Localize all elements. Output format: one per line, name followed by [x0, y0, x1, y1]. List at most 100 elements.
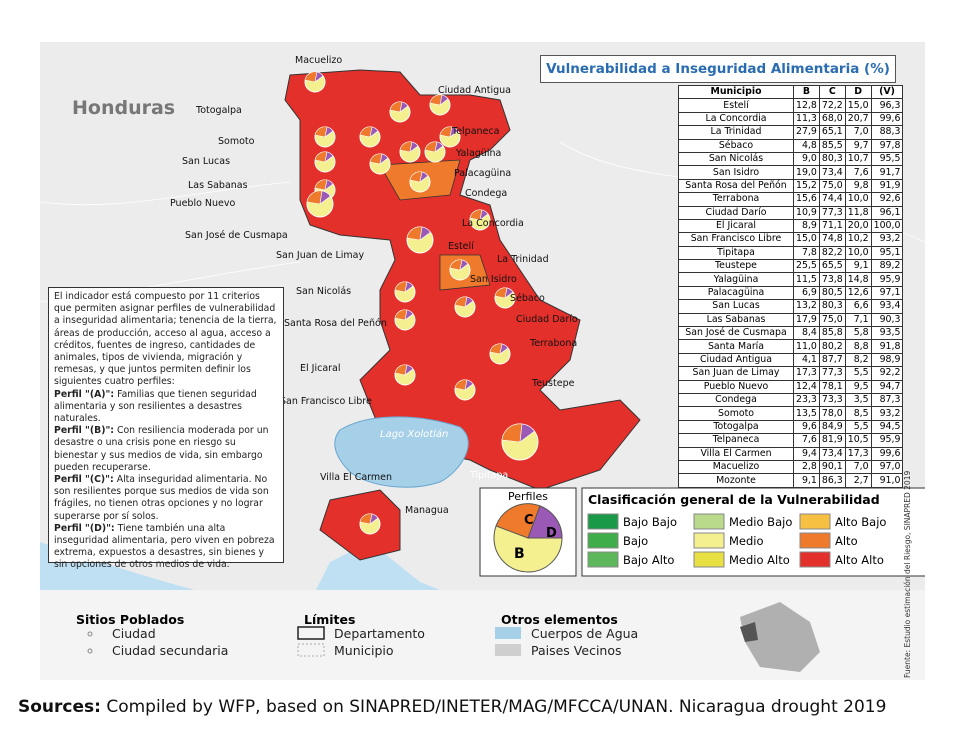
pie-slice: [319, 190, 331, 205]
legend-symbol: [297, 643, 325, 657]
legend-group-title: Sitios Poblados: [76, 612, 184, 627]
table-header-cell: D: [844, 84, 872, 100]
table-cell: 68,0: [818, 111, 846, 127]
table-cell: 80,5: [818, 285, 846, 301]
legend-swatch: [693, 532, 725, 549]
table-cell: 9,1: [793, 473, 820, 488]
table-cell: 17,3: [844, 446, 872, 461]
table-cell: Santa María: [678, 339, 794, 354]
table-cell: 85,8: [818, 326, 846, 341]
table-cell: 99,6: [870, 446, 904, 461]
table-cell: 92,6: [870, 192, 904, 207]
table-cell: 80,3: [818, 151, 846, 167]
place-label: Sébaco: [510, 293, 545, 304]
table-header-cell: Municipio: [678, 84, 794, 100]
profile-label: Perfil "(D)":: [54, 522, 115, 534]
table-cell: Teustepe: [678, 259, 794, 274]
table-cell: 6,6: [844, 299, 872, 314]
table-row: La Concordia 11,3 68,0 20,7 99,6: [678, 111, 904, 127]
legend-item: Ciudad secundaria: [112, 643, 228, 658]
table-cell: 9,0: [793, 151, 820, 167]
info-profile: Perfil "(A)": Familias que tienen seguri…: [54, 389, 278, 426]
place-label: San Nicolás: [296, 286, 351, 297]
table-cell: 14,8: [844, 272, 872, 287]
info-intro: El indicador está compuesto por 11 crite…: [54, 291, 277, 388]
table-cell: 8,8: [844, 339, 872, 354]
table-cell: 73,8: [818, 272, 846, 287]
lake: [334, 416, 469, 488]
table-cell: 11,5: [793, 272, 820, 287]
table-cell: 11,3: [793, 111, 820, 127]
table-cell: 73,4: [818, 446, 846, 461]
table-cell: 91,7: [870, 165, 904, 180]
table-row: La Trinidad 27,9 65,1 7,0 88,3: [678, 125, 904, 140]
table-cell: 89,2: [870, 259, 904, 274]
pie-slice: [459, 259, 469, 271]
table-cell: 91,8: [870, 339, 904, 354]
lake-label: Lago Xolotlán: [380, 428, 448, 440]
table-row: San Isidro 19,0 73,4 7,6 91,7: [678, 165, 904, 180]
table-cell: 74,8: [818, 232, 846, 247]
table-row: Yalagüina 11,5 73,8 14,8 95,9: [678, 272, 904, 287]
table-cell: 10,9: [793, 205, 820, 220]
table-cell: 91,0: [870, 473, 904, 488]
table-cell: 15,0: [844, 98, 872, 113]
table-cell: Telpaneca: [678, 433, 794, 448]
table-cell: 93,2: [870, 406, 904, 421]
table-cell: Pueblo Nuevo: [678, 379, 794, 394]
place-label: Pueblo Nuevo: [170, 198, 236, 209]
place-label: Ciudad Darío: [516, 314, 578, 325]
table-cell: 7,6: [844, 165, 872, 180]
table-cell: 96,3: [870, 98, 904, 113]
table-cell: Estelí: [678, 98, 794, 113]
table-cell: 6,9: [793, 285, 820, 301]
table-cell: 8,9: [793, 218, 820, 234]
legend-item: Paises Vecinos: [531, 643, 622, 658]
table-cell: 81,9: [818, 433, 846, 448]
profile-label: C: [524, 513, 534, 528]
table-row: Ciudad Darío 10,9 77,3 11,8 96,1: [678, 205, 904, 220]
table-cell: 2,8: [793, 459, 820, 475]
table-cell: 93,4: [870, 299, 904, 314]
legend-item: Municipio: [334, 643, 394, 658]
legend-label: Bajo Bajo: [623, 515, 677, 529]
table-cell: Ciudad Darío: [678, 205, 794, 220]
table-cell: 87,7: [818, 352, 846, 368]
table-cell: 10,0: [844, 245, 872, 261]
table-cell: 65,5: [818, 259, 846, 274]
info-profile: Perfil "(B)": Con resiliencia moderada p…: [54, 425, 278, 474]
country-label: Honduras: [72, 97, 175, 119]
table-cell: 99,6: [870, 111, 904, 127]
pie-slice: [369, 513, 379, 525]
table-row: San Francisco Libre 15,0 74,8 10,2 93,2: [678, 232, 904, 247]
table-cell: 4,1: [793, 352, 820, 368]
table-cell: 93,5: [870, 326, 904, 341]
place-label: Ciudad Antigua: [438, 85, 511, 96]
place-label: La Trinidad: [497, 254, 549, 265]
table-cell: 75,0: [818, 178, 846, 194]
pie-slice: [499, 343, 509, 355]
table-row: Teustepe 25,5 65,5 9,1 89,2: [678, 259, 904, 274]
table-cell: 23,3: [793, 392, 820, 408]
inset-map: [740, 602, 820, 672]
table-cell: Yalagüina: [678, 272, 794, 287]
place-label: Terrabona: [529, 338, 577, 349]
legend-swatch: [799, 532, 831, 549]
table-cell: Ciudad Antigua: [678, 352, 794, 368]
map-title: Vulnerabilidad a Inseguridad Alimentaria…: [540, 55, 896, 83]
place-label: Totogalpa: [195, 105, 242, 116]
legend-swatch: [587, 551, 619, 568]
table-cell: 90,3: [870, 312, 904, 328]
table-cell: 98,9: [870, 352, 904, 368]
table-cell: 9,5: [844, 379, 872, 394]
profile-text: Tiene también una alta inseguridad alime…: [54, 522, 275, 571]
pie-slice: [434, 141, 444, 153]
source-note: Fuente: Estudio estimación del Riesgo, S…: [903, 471, 912, 678]
table-cell: 91,9: [870, 178, 904, 194]
table-cell: 5,8: [844, 326, 872, 341]
table-cell: Condega: [678, 392, 794, 408]
table-header-row: Municipio B C D (V): [678, 84, 904, 100]
legend-label: Alto Alto: [835, 553, 884, 567]
place-label: San Lucas: [182, 156, 230, 167]
